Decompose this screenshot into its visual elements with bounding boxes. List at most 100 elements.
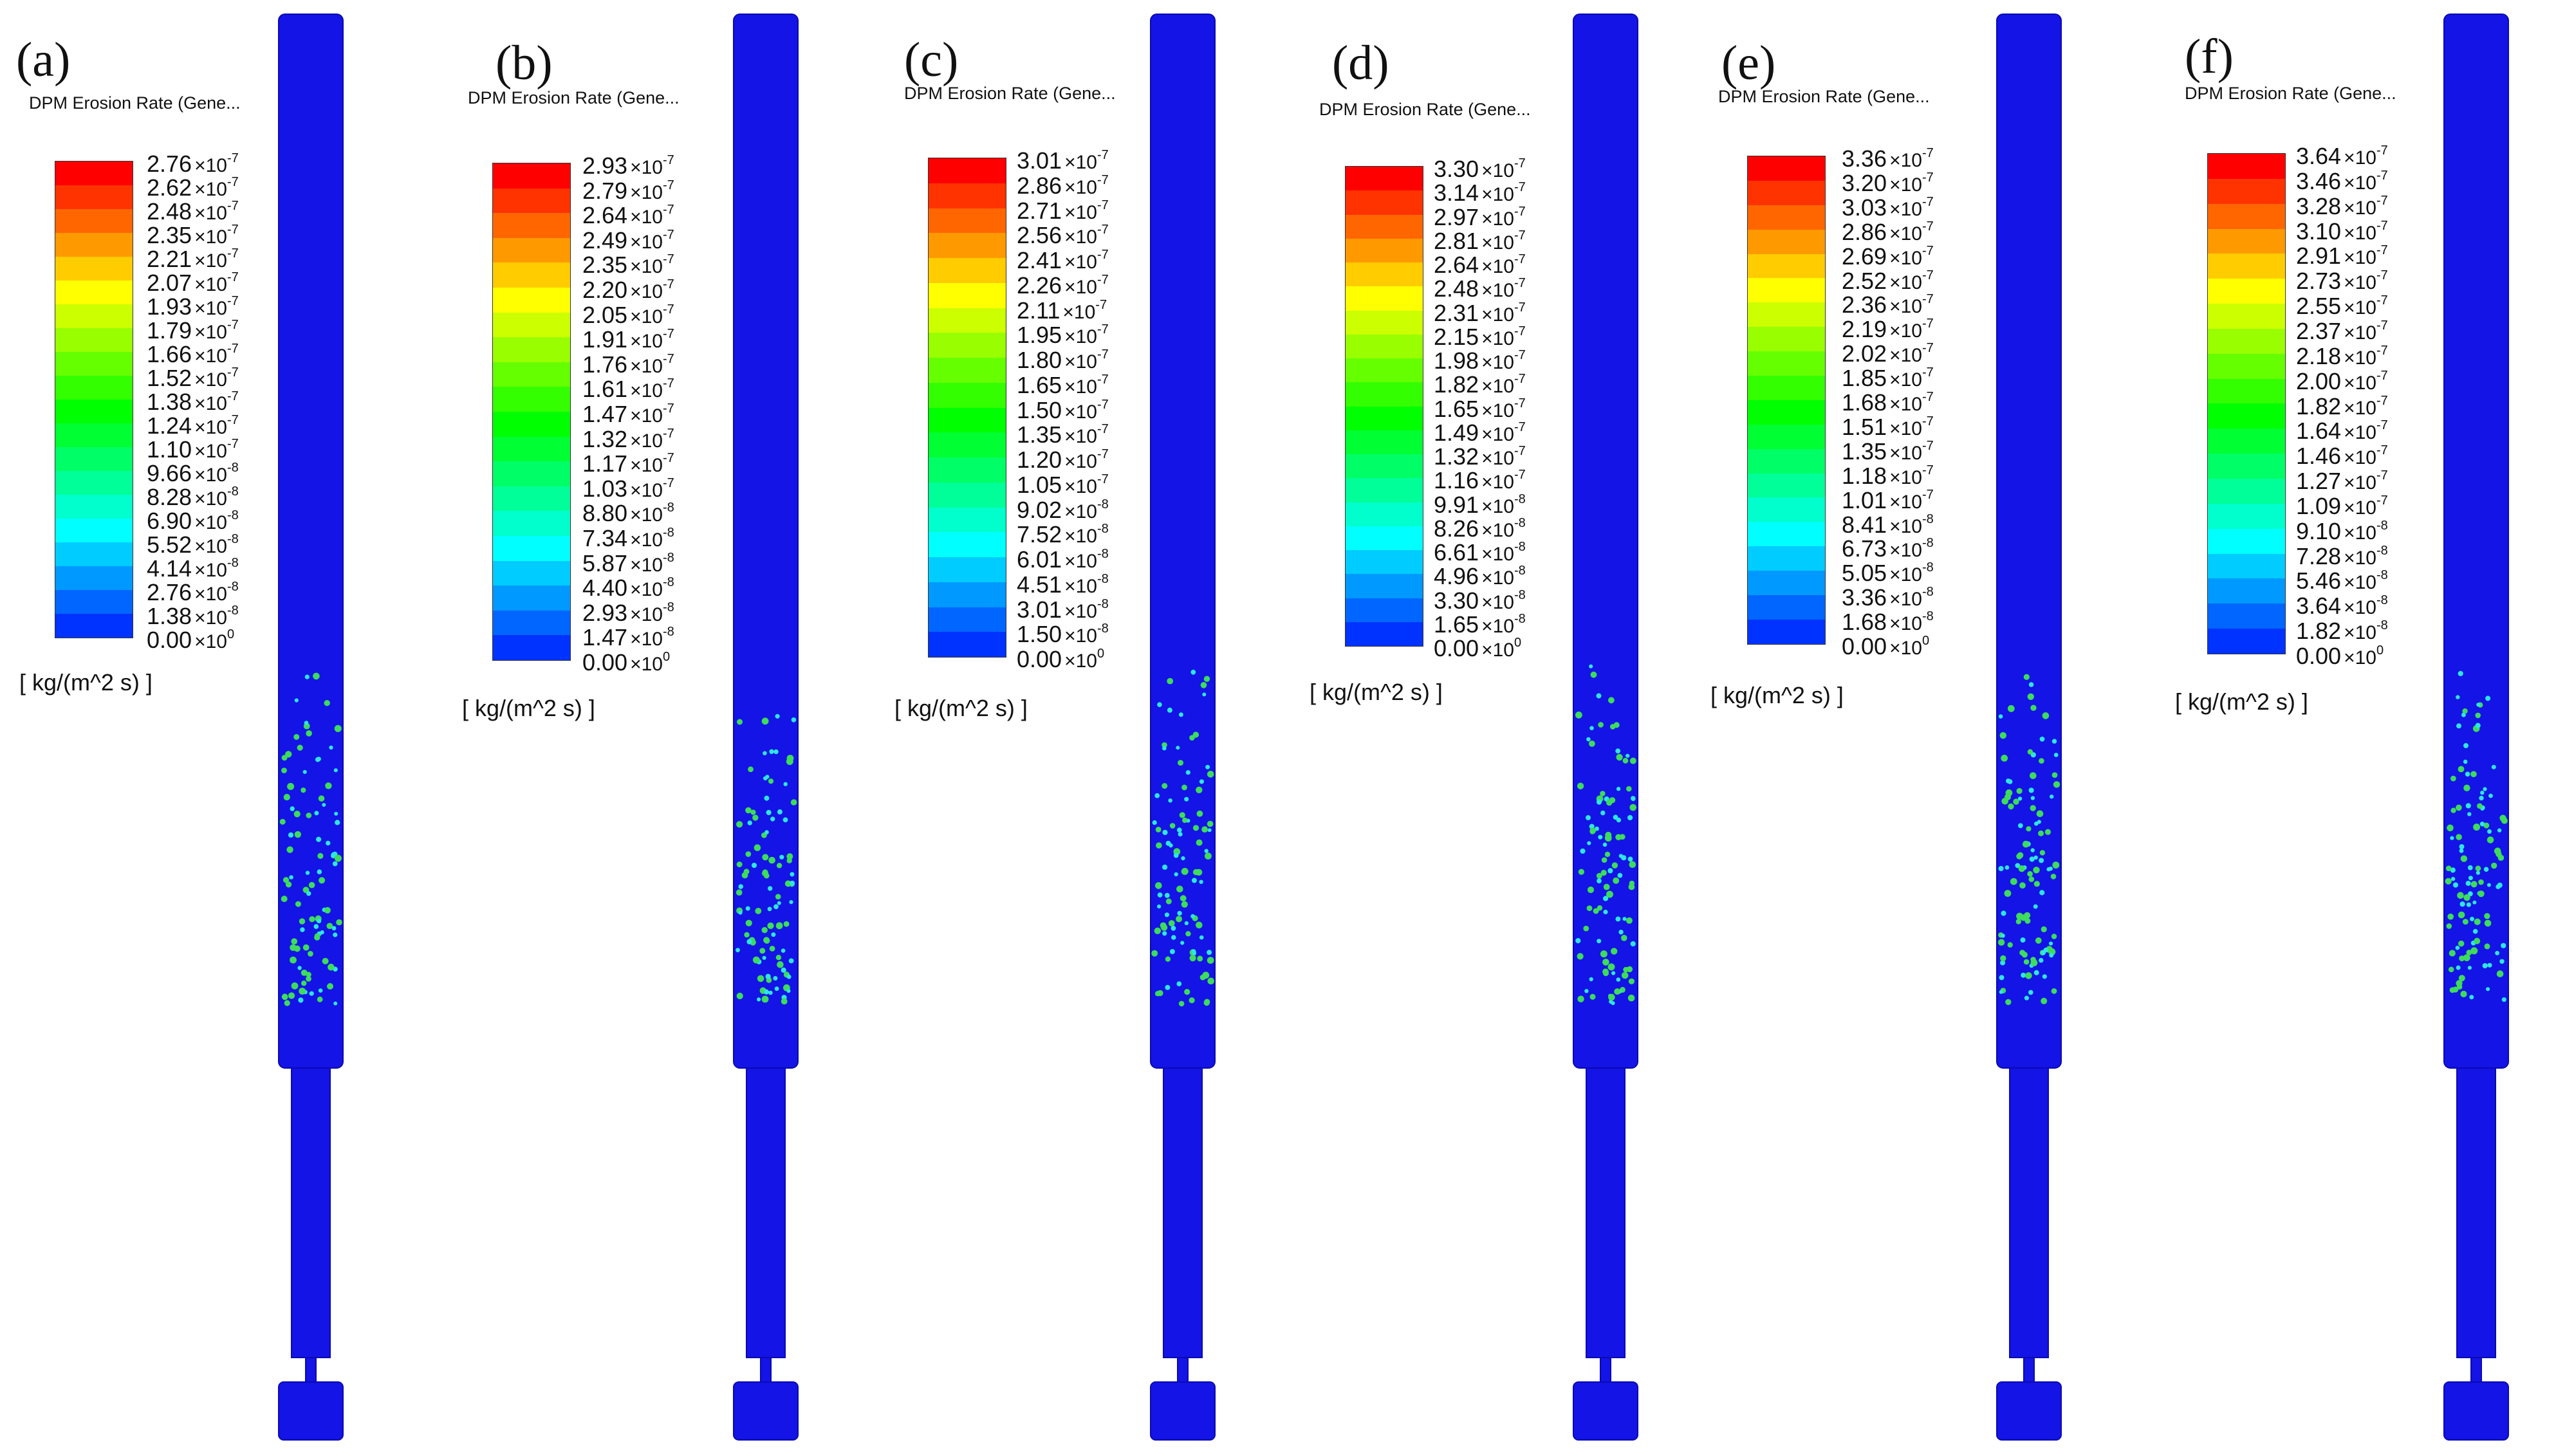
colorbar-band — [1748, 424, 1825, 449]
tick-exponent: -7 — [662, 203, 674, 217]
tick-exponent: -8 — [1922, 585, 1934, 600]
erosion-particle — [2033, 867, 2040, 874]
colorbar-band — [55, 161, 133, 185]
colorbar-tick-label: 2.35 ×10-7 — [582, 253, 674, 277]
tick-times-ten: ×10 — [1889, 613, 1922, 635]
erosion-particle — [2005, 999, 2012, 1006]
erosion-particle — [1190, 669, 1196, 675]
colorbar-tick-label: 1.76 ×10-7 — [582, 353, 674, 376]
erosion-particle — [2030, 705, 2037, 711]
erosion-particle — [1997, 939, 2005, 946]
colorbar-tick-label: 2.48 ×10-7 — [147, 199, 239, 223]
tick-exponent: -8 — [1514, 492, 1526, 506]
colorbar-band — [1346, 430, 1423, 454]
colorbar — [1747, 156, 1826, 645]
pipe-geometry — [1573, 14, 1638, 1441]
colorbar-band — [493, 213, 570, 238]
erosion-particle — [1197, 955, 1203, 962]
erosion-particle — [1205, 852, 1212, 860]
erosion-particle — [300, 927, 305, 932]
erosion-particle — [318, 988, 323, 993]
pipe-stem — [1163, 1067, 1203, 1358]
tick-times-ten: ×10 — [1064, 526, 1097, 548]
tick-exponent: -7 — [1097, 223, 1109, 237]
erosion-particle — [1155, 882, 1162, 889]
erosion-particle — [1602, 842, 1607, 847]
tick-mantissa: 2.71 — [1017, 197, 1062, 224]
colorbar-band — [493, 610, 570, 636]
colorbar-tick-label: 1.35 ×10-7 — [1842, 439, 1934, 463]
colorbar-tick-label: 6.73 ×10-8 — [1842, 537, 1934, 560]
erosion-particle — [293, 811, 301, 818]
erosion-particle — [319, 877, 326, 884]
colorbar-band — [1748, 278, 1825, 303]
unit-label: [ kg/(m^2 s) ] — [1310, 679, 1443, 705]
erosion-particle — [279, 818, 286, 825]
erosion-particle — [2042, 712, 2050, 719]
erosion-particle — [2445, 878, 2452, 885]
erosion-particle — [759, 948, 766, 954]
erosion-particle — [2497, 828, 2502, 833]
erosion-particle — [2041, 997, 2048, 1004]
erosion-particle — [2039, 858, 2044, 863]
erosion-particle — [308, 951, 313, 957]
erosion-particle — [2010, 878, 2017, 885]
erosion-particle — [1179, 812, 1185, 818]
erosion-particle — [1178, 760, 1183, 766]
tick-mantissa: 1.98 — [1434, 347, 1479, 374]
erosion-particle — [2039, 736, 2045, 742]
erosion-particle — [2459, 844, 2465, 849]
tick-exponent: -8 — [227, 508, 239, 522]
tick-exponent: -8 — [662, 600, 674, 614]
erosion-particle — [294, 831, 301, 838]
erosion-particle — [1589, 726, 1594, 730]
erosion-particle — [789, 900, 793, 905]
erosion-particle — [1192, 869, 1199, 876]
erosion-particle — [2050, 794, 2054, 799]
erosion-particle — [2487, 829, 2492, 834]
tick-times-ten: ×10 — [1889, 564, 1922, 586]
erosion-particle — [2033, 970, 2039, 975]
tick-exponent: -7 — [1922, 146, 1934, 160]
tick-mantissa: 1.82 — [2296, 618, 2342, 645]
colorbar-band — [493, 312, 570, 338]
tick-times-ten: ×10 — [1481, 400, 1514, 421]
colorbar-band — [2208, 178, 2285, 204]
colorbar-tick-label: 2.93 ×10-8 — [582, 601, 674, 625]
tick-exponent: -8 — [227, 461, 239, 475]
colorbar-tick-label: 1.68 ×10-7 — [1842, 391, 1934, 414]
tick-mantissa: 2.20 — [582, 277, 628, 303]
tick-exponent: -8 — [227, 556, 239, 570]
erosion-particle — [2024, 912, 2031, 919]
erosion-particle — [2024, 917, 2031, 924]
tick-mantissa: 6.61 — [1434, 539, 1479, 566]
tick-exponent: -7 — [227, 223, 239, 237]
erosion-particle — [294, 698, 299, 703]
tick-mantissa: 3.14 — [1434, 180, 1479, 207]
erosion-particle — [2491, 764, 2496, 769]
colorbar-band — [1346, 574, 1423, 598]
colorbar-band — [929, 382, 1006, 408]
tick-mantissa: 2.76 — [147, 151, 192, 177]
tick-mantissa: 5.52 — [147, 531, 192, 558]
colorbar-band — [493, 163, 570, 189]
tick-times-ten: ×10 — [2344, 597, 2376, 619]
tick-mantissa: 1.32 — [1434, 443, 1479, 470]
pipe-main-section — [1150, 14, 1216, 1069]
erosion-particle — [1600, 810, 1606, 816]
tick-times-ten: ×10 — [630, 579, 663, 601]
erosion-particle — [768, 886, 773, 891]
erosion-particle — [766, 809, 772, 815]
erosion-particle — [775, 894, 781, 899]
tick-mantissa: 3.36 — [1842, 145, 1887, 172]
erosion-particle — [1165, 956, 1171, 962]
erosion-particle — [2477, 803, 2483, 809]
tick-times-ten: ×10 — [194, 226, 227, 248]
erosion-particle — [1192, 825, 1199, 831]
colorbar-band — [493, 535, 570, 561]
erosion-particle — [2467, 812, 2472, 816]
erosion-particle — [1596, 872, 1602, 879]
tick-times-ten: ×10 — [1889, 296, 1922, 318]
erosion-particle — [790, 799, 797, 806]
tick-times-ten: ×10 — [1481, 352, 1514, 373]
